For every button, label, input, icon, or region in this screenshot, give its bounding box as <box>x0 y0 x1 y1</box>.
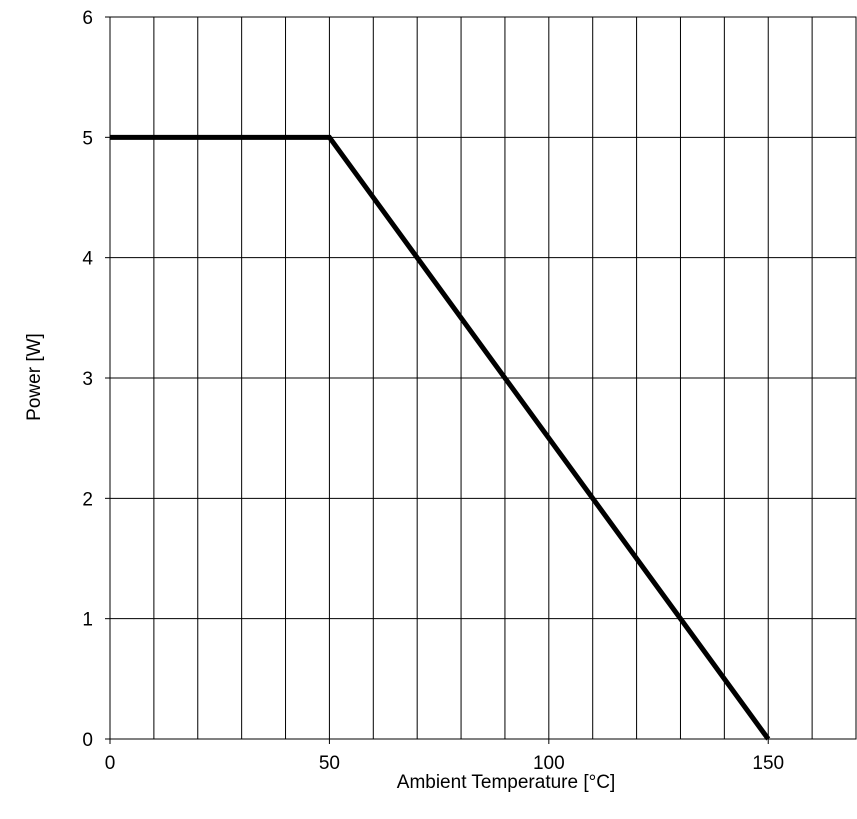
y-tick-label: 2 <box>82 489 93 510</box>
x-axis-ticks: 0 50 100 150 <box>105 739 784 774</box>
y-tick-label: 1 <box>82 610 93 631</box>
grid-lines <box>110 17 856 739</box>
x-tick-label: 50 <box>319 753 340 774</box>
power-derating-line <box>110 134 771 741</box>
x-tick-label: 100 <box>533 753 565 774</box>
x-tick-label: 0 <box>105 753 116 774</box>
x-tick-label: 150 <box>752 753 784 774</box>
y-tick-label: 4 <box>82 249 93 270</box>
y-tick-label: 6 <box>82 8 93 29</box>
y-axis-ticks: 0 1 2 3 4 5 6 <box>82 8 110 751</box>
series-layer <box>110 134 771 741</box>
y-tick-label: 5 <box>82 128 93 149</box>
x-axis-label: Ambient Temperature [°C] <box>397 772 615 793</box>
y-tick-label: 0 <box>82 730 93 751</box>
y-tick-label: 3 <box>82 369 93 390</box>
y-axis-label: Power [W] <box>24 333 45 421</box>
